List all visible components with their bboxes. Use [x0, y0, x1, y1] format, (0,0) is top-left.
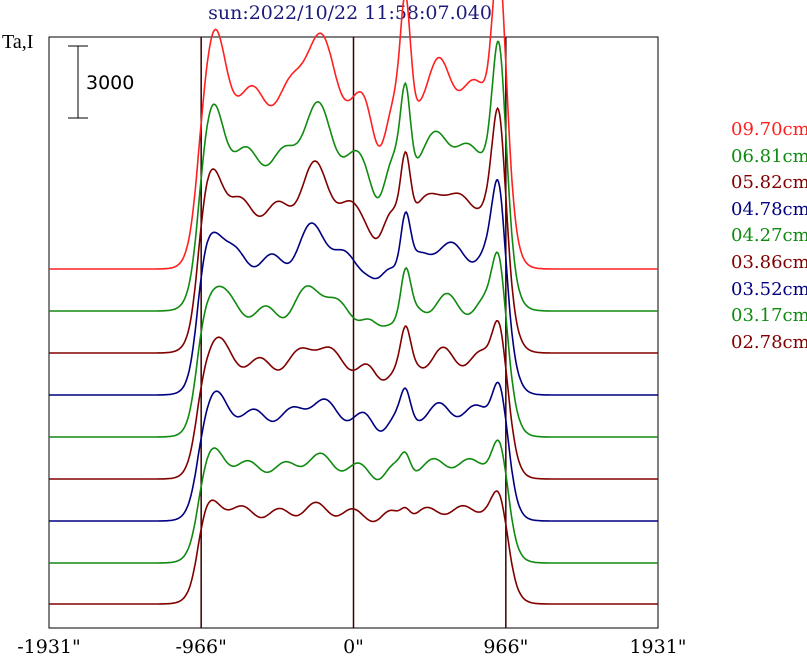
legend-item: 03.17cm	[731, 305, 807, 327]
series-line	[49, 319, 658, 480]
series-line	[49, 381, 658, 522]
x-tick-label: 966"	[483, 636, 529, 658]
x-tick-label: -1931"	[17, 636, 81, 658]
x-tick-label: 1931"	[629, 636, 687, 658]
series-line	[49, 40, 658, 312]
series-line	[49, 178, 658, 396]
legend-item: 03.52cm	[731, 278, 807, 300]
legend-item: 06.81cm	[731, 145, 807, 167]
scale-bar-label: 3000	[86, 72, 135, 94]
series-line	[49, 0, 658, 270]
series-line	[49, 439, 658, 564]
x-tick-label: -966"	[175, 636, 227, 658]
y-axis-label: Ta,I	[2, 31, 34, 53]
legend-item: 09.70cm	[731, 119, 807, 140]
legend-item: 04.78cm	[731, 198, 807, 220]
x-tick-label: 0"	[343, 636, 364, 658]
legend-item: 03.86cm	[731, 252, 807, 273]
series-line	[49, 251, 658, 438]
legend-item: 04.27cm	[731, 225, 807, 247]
scale-bar	[68, 45, 88, 119]
series-line	[49, 106, 658, 354]
legend-item: 05.82cm	[731, 172, 807, 194]
legend-item: 02.78cm	[731, 331, 807, 353]
chart-title: sun:2022/10/22 11:58:07.040	[208, 2, 492, 24]
series-line	[49, 490, 658, 605]
